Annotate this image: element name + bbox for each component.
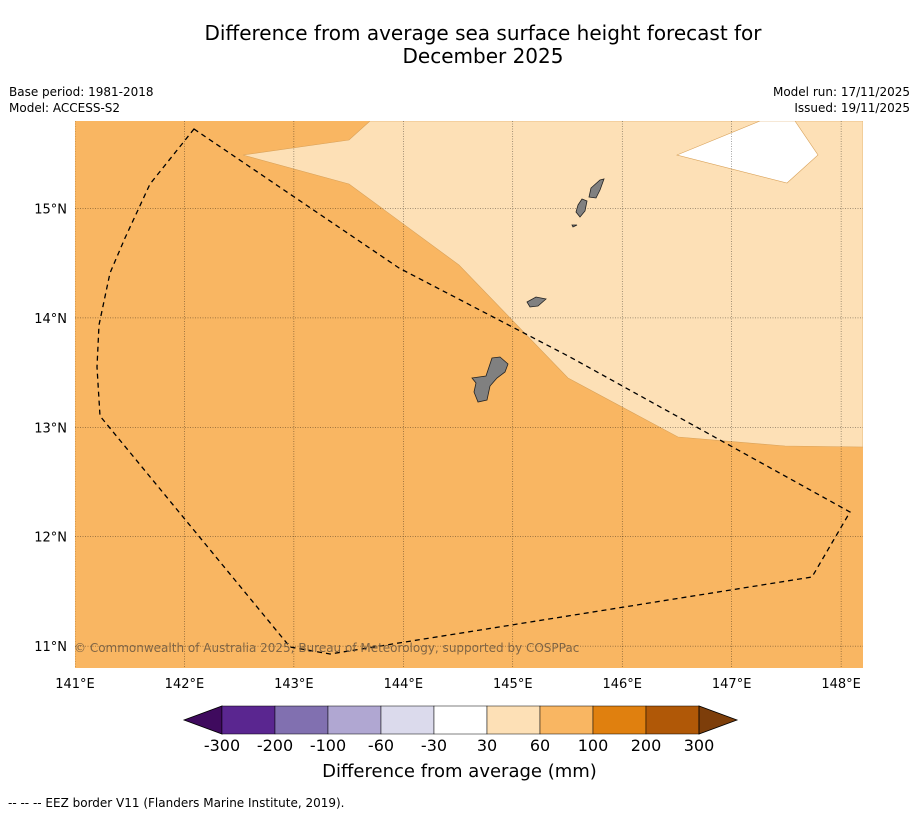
colorbar-tick-label: 60 [529, 736, 551, 755]
colorbar-segment [486, 705, 541, 735]
chart-title: Difference from average sea surface heig… [0, 22, 919, 68]
colorbar-segment [327, 705, 382, 735]
eez-footnote: -- -- -- EEZ border V11 (Flanders Marine… [8, 796, 345, 810]
title-line-2: December 2025 [402, 44, 564, 68]
graticule [75, 121, 863, 668]
island-saipan [588, 178, 605, 199]
latitude-label: 13°N [34, 421, 67, 436]
latitude-label: 11°N [34, 640, 67, 655]
base-period: Base period: 1981-2018 [9, 85, 154, 99]
anomaly-region-neutral [676, 121, 819, 184]
latitude-label: 14°N [34, 312, 67, 327]
colorbar-tick-label: -200 [256, 736, 294, 755]
longitude-label: 148°E [821, 677, 861, 692]
longitude-label: 145°E [493, 677, 533, 692]
colorbar-label: Difference from average (mm) [322, 761, 597, 782]
colorbar-segment [380, 705, 435, 735]
colorbar-tick-label: -60 [367, 736, 395, 755]
colorbar [182, 705, 739, 735]
island-rota [526, 296, 547, 308]
colorbar-tick-label: 200 [630, 736, 662, 755]
model-run: Model run: 17/11/2025 [772, 85, 910, 99]
eez-border [96, 128, 851, 655]
colorbar-segment [539, 705, 594, 735]
longitude-label: 144°E [384, 677, 424, 692]
colorbar-tick-label: 300 [683, 736, 715, 755]
colorbar-tick-label: 30 [476, 736, 498, 755]
colorbar-segment [433, 705, 488, 735]
anomaly-region-30-60 [242, 121, 863, 448]
colorbar-tick-label: -30 [420, 736, 448, 755]
colorbar-tick-label: -100 [309, 736, 347, 755]
islands [471, 178, 605, 403]
colorbar-arrow-high [698, 705, 739, 735]
longitude-label: 141°E [55, 677, 95, 692]
copyright-notice: © Commonwealth of Australia 2025, Bureau… [74, 641, 580, 655]
model-name: Model: ACCESS-S2 [9, 101, 121, 115]
longitude-label: 147°E [712, 677, 752, 692]
longitude-label: 142°E [165, 677, 205, 692]
map-area [75, 121, 863, 668]
island-guam [471, 356, 509, 403]
latitude-label: 12°N [34, 531, 67, 546]
island-aguijan [571, 224, 578, 228]
colorbar-segment [274, 705, 329, 735]
longitude-label: 146°E [602, 677, 642, 692]
latitude-label: 15°N [34, 203, 67, 218]
longitude-label: 143°E [274, 677, 314, 692]
colorbar-segment [645, 705, 700, 735]
colorbar-arrow-low [182, 705, 223, 735]
colorbar-tick-label: -300 [203, 736, 241, 755]
colorbar-segment [592, 705, 647, 735]
meta-right: Model run: 17/11/2025 Issued: 19/11/2025 [773, 84, 910, 116]
longitude-labels: 141°E 142°E 143°E 144°E 145°E 146°E 147°E 148°E [55, 677, 861, 692]
latitude-labels: 15°N 14°N 13°N 12°N 11°N [34, 203, 67, 656]
issued-date: Issued: 19/11/2025 [794, 101, 910, 115]
meta-left: Base period: 1981-2018 Model: ACCESS-S2 [9, 84, 154, 116]
title-line-1: Difference from average sea surface heig… [204, 21, 762, 45]
colorbar-segment [221, 705, 276, 735]
colorbar-tick-label: 100 [577, 736, 609, 755]
island-tinian [575, 198, 588, 218]
